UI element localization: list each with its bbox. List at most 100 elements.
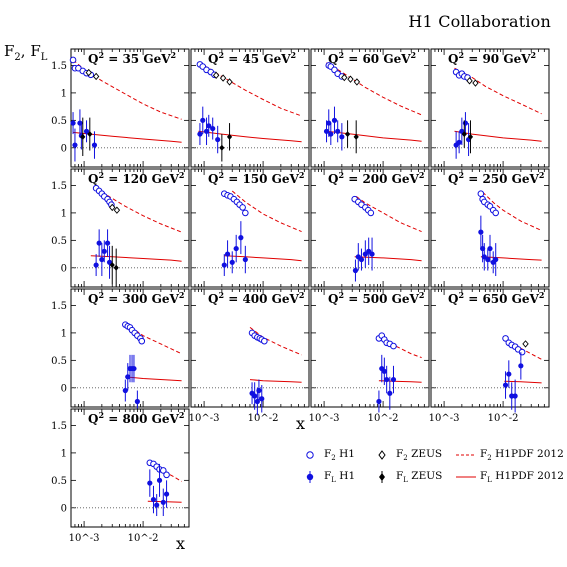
f2-pdf-curve — [101, 191, 182, 233]
f2-zeus-point — [522, 340, 529, 348]
x-axis-label-right: x — [296, 414, 306, 433]
fl-h1-point — [197, 131, 203, 137]
f2-h1-point — [239, 204, 246, 211]
f2-h1-point — [138, 337, 146, 345]
fl-h1-point — [384, 376, 390, 383]
fl-pdf-curve — [504, 380, 542, 384]
x-tick-label: 10^-3 — [309, 413, 340, 424]
fl-h1-point — [502, 382, 509, 388]
fl-h1-point — [224, 251, 231, 257]
filled-diamond-icon — [379, 471, 385, 483]
fl-h1-point — [376, 398, 382, 405]
fl-pdf-curve — [249, 379, 302, 383]
x-tick-label: 10^-2 — [128, 533, 159, 544]
f2-pdf-curve — [355, 195, 422, 233]
y-tick-label: 1.5 — [51, 61, 67, 72]
fl-h1-point — [229, 259, 235, 265]
q2-label: Q2 = 300 GeV2 — [88, 290, 184, 306]
legend-label: FL H1 — [324, 470, 356, 485]
fl-h1-point — [369, 251, 375, 257]
panel-frame — [70, 288, 190, 408]
f2-zeus-point — [472, 79, 479, 87]
panel-1: 0 0.5 1 1.5 Q2 = 35 GeV2 — [51, 48, 190, 168]
fl-h1-point — [83, 128, 90, 134]
fl-h1-point — [462, 120, 469, 126]
legend: F2 H1 FL H1 F2 ZEUS FL ZEUS F2 H1PDF 201… — [300, 447, 564, 491]
f2-zeus-point — [353, 78, 361, 86]
legend-label: FL ZEUS — [396, 470, 443, 485]
panel-frame — [430, 168, 550, 288]
x-axis-label-left: x — [176, 534, 186, 553]
fl-h1-point — [381, 368, 387, 374]
f2-zeus-point — [466, 77, 473, 85]
fl-h1-point — [101, 248, 107, 254]
f2-pdf-curve — [231, 190, 302, 233]
q2-label: Q2 = 90 GeV2 — [448, 50, 536, 66]
y-tick-label: 1.5 — [51, 181, 67, 192]
q2-label: Q2 = 35 GeV2 — [88, 50, 176, 66]
f2-pdf-curve — [326, 62, 422, 116]
f2-h1-point — [69, 56, 77, 64]
fl-h1-point — [335, 128, 341, 134]
fl-h1-point — [493, 256, 499, 263]
f2-h1-point — [159, 467, 167, 474]
fl-h1-point — [478, 229, 484, 235]
y-tick-label: 0 — [61, 263, 67, 274]
fl-zeus-point — [80, 133, 86, 140]
q2-label: Q2 = 60 GeV2 — [328, 50, 416, 66]
panel-6: Q2 = 150 GeV2 — [190, 168, 310, 288]
x-tick-label: 10^-2 — [368, 413, 399, 424]
q2-label: Q2 = 120 GeV2 — [88, 170, 184, 186]
y-tick-label: 1 — [61, 208, 67, 219]
fl-h1-point — [147, 480, 153, 486]
fl-h1-point — [481, 254, 487, 260]
y-tick-label: 1 — [61, 88, 67, 99]
f2-h1-point — [492, 209, 500, 217]
fl-h1-point — [91, 142, 98, 148]
fl-h1-point — [122, 387, 128, 394]
fl-h1-point — [390, 376, 397, 383]
fl-zeus-point — [87, 131, 93, 138]
fl-h1-point — [485, 256, 491, 263]
fl-h1-point — [339, 134, 345, 140]
fl-h1-point — [358, 256, 365, 263]
fl-h1-point — [206, 123, 212, 129]
fl-h1-point — [323, 128, 330, 134]
panel-8: Q2 = 250 GeV2 — [430, 168, 550, 288]
fl-h1-point — [200, 117, 206, 123]
legend-label: F2 H1PDF 2012 — [480, 448, 564, 463]
fl-zeus-point — [219, 144, 225, 151]
f2-zeus-point — [113, 206, 121, 214]
f2-h1-point — [518, 348, 526, 356]
q2-label: Q2 = 500 GeV2 — [328, 290, 424, 306]
x-tick-label: 10^-3 — [429, 413, 460, 424]
fl-h1-point — [150, 496, 157, 503]
y-tick-label: 1 — [61, 328, 67, 339]
fl-h1-point — [331, 117, 338, 123]
y-tick-label: 0.5 — [51, 116, 67, 127]
fl-zeus-point — [467, 133, 474, 140]
f2-zeus-point — [109, 203, 116, 212]
fl-h1-point — [104, 240, 111, 246]
fl-h1-point — [326, 120, 332, 126]
q2-label: Q2 = 200 GeV2 — [328, 170, 424, 186]
fl-h1-point — [156, 477, 163, 483]
f2-zeus-point — [212, 71, 220, 80]
x-tick-label: 10^-2 — [248, 413, 279, 424]
fl-h1-point — [487, 245, 493, 252]
panel-13: 0 0.5 1 1.5 10^-3 10^-2 Q2 = 800 GeV2 — [51, 408, 190, 544]
f2-pdf-curve — [198, 62, 302, 117]
panel-frame — [310, 168, 430, 288]
q2-label: Q2 = 650 GeV2 — [448, 290, 544, 306]
panel-frame — [70, 408, 190, 528]
fl-h1-point — [252, 393, 258, 399]
fl-h1-point — [72, 142, 78, 148]
fl-zeus-point — [109, 262, 115, 269]
panel-12: 10^-3 10^-2 Q2 = 650 GeV2 — [429, 288, 550, 424]
fl-h1-point — [238, 235, 244, 241]
legend-label: F2 H1 — [324, 448, 355, 463]
panel-10: 10^-3 10^-2 Q2 = 400 GeV2 — [189, 288, 310, 424]
collaboration-title: H1 Collaboration — [408, 12, 551, 31]
q2-label: Q2 = 150 GeV2 — [208, 170, 304, 186]
f2-zeus-point — [219, 74, 227, 82]
